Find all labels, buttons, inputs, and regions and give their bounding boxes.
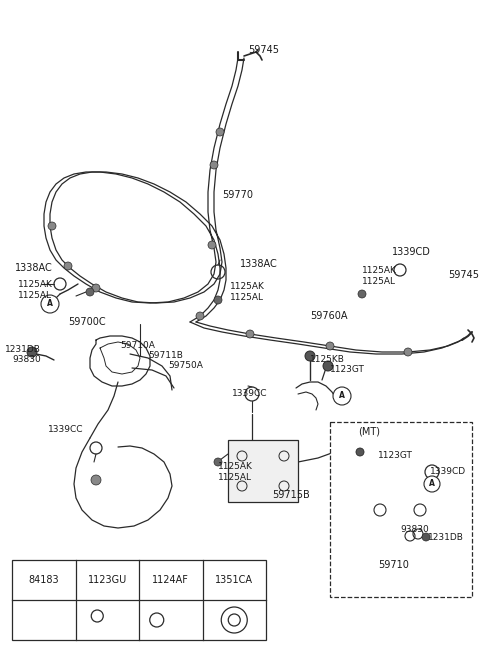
Text: 1351CA: 1351CA [215, 575, 253, 585]
Text: 1231DB: 1231DB [5, 345, 41, 354]
Text: 59710: 59710 [378, 560, 409, 570]
Text: 59745: 59745 [248, 45, 279, 55]
Text: 84183: 84183 [28, 575, 59, 585]
Text: 1339CC: 1339CC [232, 388, 267, 398]
Text: 59745: 59745 [448, 270, 479, 280]
Circle shape [214, 296, 222, 304]
Text: A: A [47, 299, 53, 309]
Text: 1123GT: 1123GT [330, 365, 365, 375]
Text: 1339CD: 1339CD [430, 468, 466, 476]
Circle shape [208, 241, 216, 249]
Text: 59770: 59770 [222, 190, 253, 200]
Text: 1338AC: 1338AC [240, 259, 278, 269]
Bar [228, 440, 298, 502]
Text: 1125AK
1125AL: 1125AK 1125AL [218, 462, 253, 482]
Circle shape [424, 476, 440, 492]
Text: 1231DB: 1231DB [428, 534, 464, 542]
Text: 59700C: 59700C [68, 317, 106, 327]
Text: A: A [339, 392, 345, 400]
Text: A: A [429, 479, 435, 489]
Circle shape [92, 284, 100, 292]
Text: 93830: 93830 [12, 356, 41, 364]
Circle shape [210, 161, 218, 169]
Circle shape [86, 288, 94, 296]
Circle shape [326, 342, 334, 350]
Circle shape [422, 533, 430, 541]
Circle shape [214, 458, 222, 466]
Bar [330, 422, 472, 597]
Circle shape [356, 448, 364, 456]
Text: 59710A: 59710A [120, 341, 155, 350]
Text: 1123GT: 1123GT [378, 451, 413, 460]
Text: 59760A: 59760A [310, 311, 348, 321]
Circle shape [48, 222, 56, 230]
Bar [12, 560, 266, 640]
Circle shape [91, 475, 101, 485]
Circle shape [246, 330, 254, 338]
Text: 59750A: 59750A [168, 360, 203, 369]
Text: 59711B: 59711B [148, 350, 183, 360]
Text: 1125AK
1125AL: 1125AK 1125AL [18, 280, 53, 300]
Circle shape [216, 128, 224, 136]
Circle shape [27, 347, 37, 357]
Text: 1123GU: 1123GU [88, 575, 127, 585]
Circle shape [333, 387, 351, 405]
Circle shape [196, 312, 204, 320]
Text: 93830: 93830 [400, 525, 429, 534]
Text: (MT): (MT) [358, 427, 380, 437]
Circle shape [41, 295, 59, 313]
Circle shape [358, 290, 366, 298]
Text: 59715B: 59715B [272, 490, 310, 500]
Text: 1125AK
1125AL: 1125AK 1125AL [362, 266, 397, 286]
Circle shape [404, 348, 412, 356]
Text: 1338AC: 1338AC [15, 263, 53, 273]
Text: 1339CD: 1339CD [392, 247, 431, 257]
Text: 1339CC: 1339CC [48, 426, 84, 434]
Text: 1125KB: 1125KB [310, 356, 345, 364]
Circle shape [305, 351, 315, 361]
Text: 1125AK
1125AL: 1125AK 1125AL [230, 282, 265, 302]
Circle shape [64, 262, 72, 270]
Circle shape [323, 361, 333, 371]
Text: 1124AF: 1124AF [152, 575, 189, 585]
